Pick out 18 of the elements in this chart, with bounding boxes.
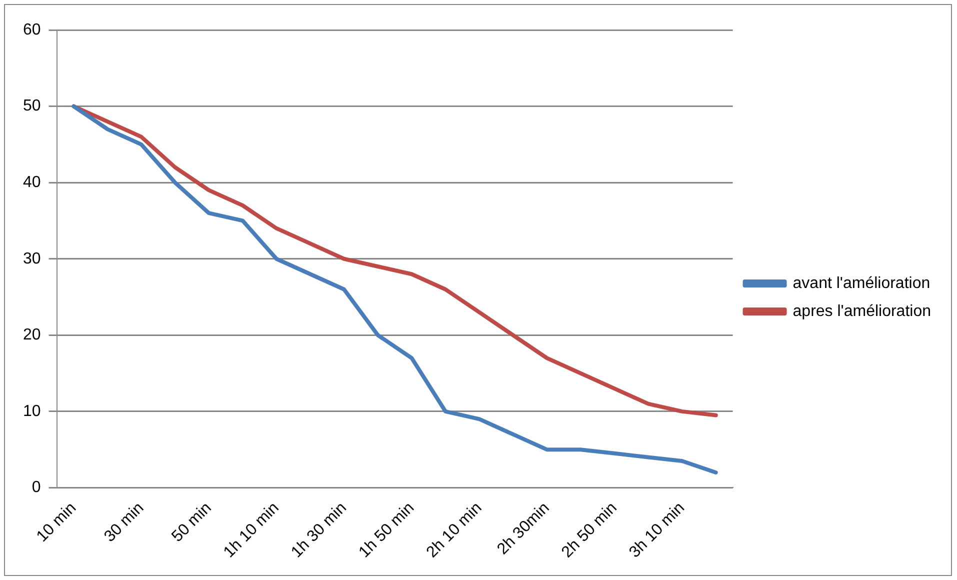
y-tick-label: 60	[23, 21, 41, 38]
y-tick-label: 10	[23, 402, 41, 420]
legend-label: avant l'amélioration	[792, 274, 930, 292]
y-tick-label: 30	[23, 250, 41, 268]
x-tick-label: 3h 10 min	[626, 499, 688, 562]
legend-label: apres l'amélioration	[792, 302, 931, 320]
x-tick-label: 2h 10 min	[424, 499, 486, 562]
y-tick-label: 0	[32, 479, 41, 496]
x-tick-label: 10 min	[34, 499, 80, 546]
x-tick-label: 30 min	[101, 499, 148, 546]
x-tick-label: 1h 10 min	[220, 499, 282, 562]
x-tick-label: 2h 50 min	[558, 499, 620, 562]
x-tick-label: 1h 50 min	[356, 499, 418, 562]
y-tick-label: 20	[23, 326, 41, 344]
y-tick-label: 50	[23, 98, 41, 115]
y-tick-label: 40	[23, 174, 41, 191]
x-tick-label: 1h 30 min	[288, 499, 350, 562]
x-tick-label: 50 min	[168, 499, 215, 546]
